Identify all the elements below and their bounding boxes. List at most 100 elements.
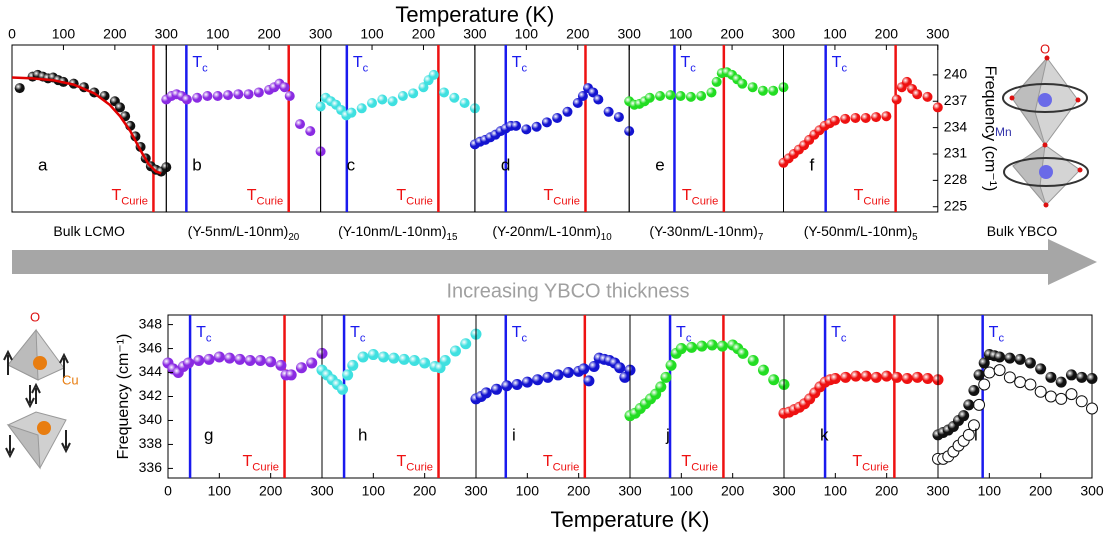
data-point — [212, 90, 223, 101]
data-point — [660, 371, 672, 383]
data-point — [295, 362, 307, 374]
mn-atom — [1038, 93, 1052, 107]
mn-octahedra-icon: O Mn — [995, 41, 1089, 208]
data-point — [706, 339, 718, 351]
x-tick-label: 200 — [103, 26, 127, 42]
data-point — [1024, 357, 1036, 369]
y-tick-label: 237 — [944, 92, 968, 108]
sample-label: (Y-5nm/L-10nm)20 — [188, 223, 300, 243]
data-point — [285, 369, 297, 381]
rotation-arrow — [1003, 157, 1089, 187]
data-point — [962, 428, 975, 441]
data-point — [768, 85, 779, 96]
x-tick-label: 100 — [824, 483, 848, 499]
data-point — [696, 90, 707, 101]
tc-label-sub: c — [841, 63, 847, 75]
data-point — [644, 92, 655, 103]
data-point — [1034, 385, 1047, 398]
x-tick-label: 300 — [772, 483, 796, 499]
data-point — [716, 340, 728, 352]
sample-label-sub: 20 — [288, 231, 299, 242]
data-point — [973, 398, 986, 411]
x-tick-label: 200 — [721, 483, 745, 499]
data-point — [706, 87, 717, 98]
data-point — [552, 112, 563, 123]
tc-label: Tc — [832, 54, 848, 74]
data-point — [696, 340, 708, 352]
y-tick-label: 342 — [139, 387, 163, 403]
x-tick-label: 300 — [309, 26, 333, 42]
data-point — [1055, 376, 1067, 388]
panel-letter: d — [501, 155, 510, 174]
tcurie-label-main: T — [243, 453, 253, 470]
y-tick-label: 231 — [944, 145, 968, 161]
panel-frame — [165, 44, 322, 213]
x-tick-label: 100 — [206, 26, 230, 42]
tcurie-label-main: T — [397, 453, 407, 470]
data-point — [183, 357, 195, 369]
data-point — [460, 338, 472, 350]
sample-label-sub: 10 — [601, 231, 612, 242]
sample-label-sub: 5 — [912, 231, 918, 242]
tc-label-sub: c — [363, 63, 369, 75]
data-point — [532, 374, 544, 386]
data-point — [254, 355, 266, 367]
oxygen-label: O — [30, 309, 40, 324]
x-tick-label: 100 — [515, 26, 539, 42]
data-point — [983, 366, 996, 379]
data-point — [1065, 388, 1078, 401]
data-point — [342, 369, 354, 381]
data-point — [192, 92, 203, 103]
data-point — [593, 94, 604, 105]
data-point — [588, 361, 600, 373]
data-point — [871, 112, 882, 123]
tcurie-label-main: T — [682, 187, 692, 204]
data-point — [357, 351, 369, 363]
tcurie-label: TCurie — [681, 453, 718, 473]
data-point — [613, 112, 624, 123]
tcurie-label: TCurie — [852, 453, 889, 473]
data-point — [572, 98, 583, 109]
panel-frame — [475, 314, 631, 479]
tc-label-sub: c — [360, 333, 366, 345]
sample-label-main: (Y-10nm/L-10nm) — [338, 223, 446, 239]
tc-label-sub: c — [522, 333, 528, 345]
sample-label-main: (Y-20nm/L-10nm) — [492, 223, 600, 239]
y-tick-label: 225 — [944, 197, 968, 213]
data-point — [901, 373, 913, 385]
data-point — [675, 343, 687, 355]
tc-label: Tc — [512, 324, 528, 344]
panel-letter: c — [347, 155, 356, 174]
data-point — [501, 380, 513, 392]
x-tick-label: 300 — [772, 26, 796, 42]
tcurie-label-main: T — [396, 187, 406, 204]
x-tick-label: 200 — [875, 26, 899, 42]
o-atom — [1042, 142, 1048, 148]
tcurie-label: TCurie — [396, 187, 433, 207]
data-point — [279, 82, 290, 93]
x-tick-label: 100 — [360, 26, 384, 42]
y-tick-label: 336 — [139, 459, 163, 475]
data-point — [284, 90, 295, 101]
data-point — [1045, 371, 1057, 383]
y-tick-label: 340 — [139, 411, 163, 427]
data-point — [685, 91, 696, 102]
tcurie-label-sub: Curie — [121, 196, 148, 208]
tc-label-main: T — [680, 54, 690, 71]
panel-letter: f — [810, 155, 815, 174]
data-point — [1003, 371, 1016, 384]
data-point — [356, 103, 367, 114]
data-point — [1075, 395, 1088, 408]
data-point — [1076, 371, 1088, 383]
panel-letter: i — [512, 425, 516, 444]
x-tick-label: 200 — [567, 483, 591, 499]
o-atom — [1077, 167, 1083, 173]
data-point — [306, 357, 318, 369]
sample-label: (Y-50nm/L-10nm)5 — [804, 223, 918, 243]
tcurie-label-sub: Curie — [692, 196, 719, 208]
data-point — [1055, 392, 1068, 405]
x-tick-label: 100 — [823, 26, 847, 42]
tcurie-label-main: T — [852, 453, 862, 470]
panel-letter: a — [38, 155, 48, 174]
sample-label-sub: 7 — [758, 231, 763, 242]
